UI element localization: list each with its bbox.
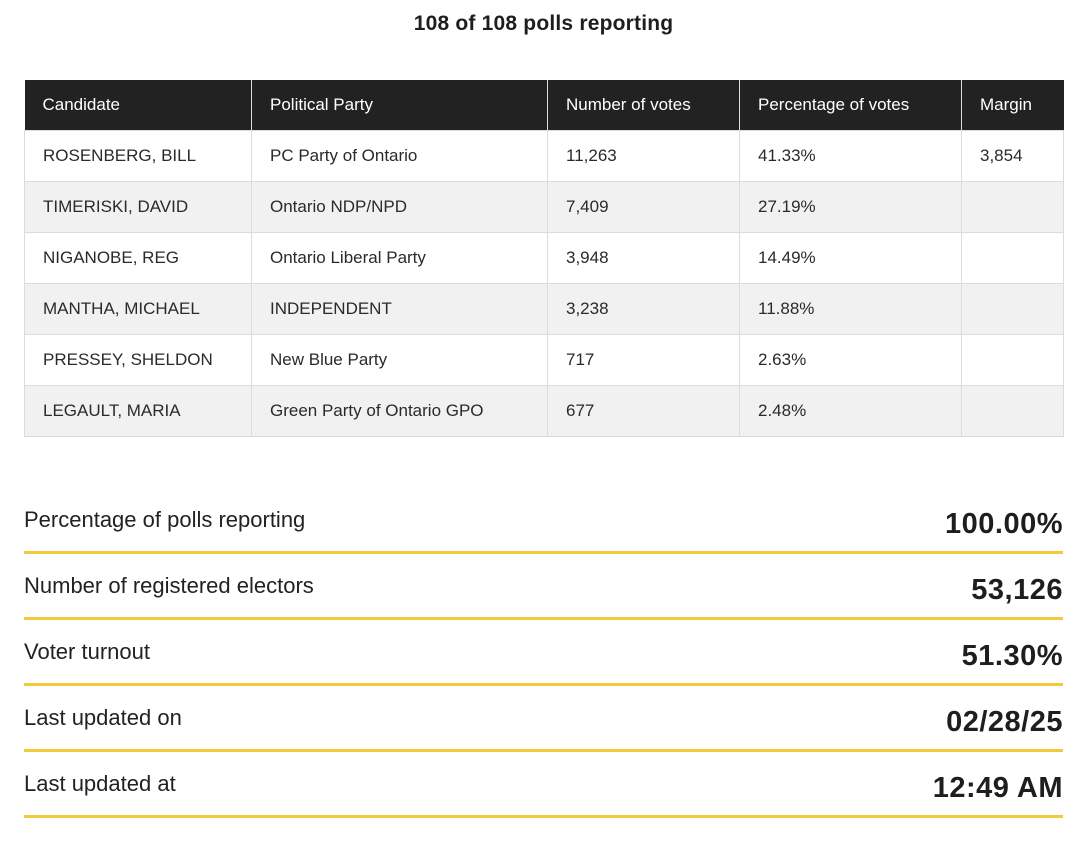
- stat-label: Voter turnout: [24, 639, 150, 664]
- vote-percentage: 2.63%: [739, 334, 962, 386]
- candidate-name: TIMERISKI, DAVID: [24, 181, 252, 233]
- vote-percentage: 41.33%: [739, 130, 962, 182]
- table-row: NIGANOBE, REG Ontario Liberal Party 3,94…: [24, 232, 1064, 284]
- stat-label: Last updated at: [24, 771, 176, 796]
- vote-percentage: 2.48%: [739, 385, 962, 437]
- party-name: PC Party of Ontario: [251, 130, 548, 182]
- column-header-candidate: Candidate: [24, 80, 252, 131]
- stat-label: Number of registered electors: [24, 573, 314, 598]
- stat-polls-reporting: Percentage of polls reporting 100.00%: [24, 488, 1063, 554]
- vote-margin: [961, 283, 1064, 335]
- vote-percentage: 11.88%: [739, 283, 962, 335]
- party-name: Ontario NDP/NPD: [251, 181, 548, 233]
- stat-value: 02/28/25: [946, 706, 1063, 738]
- results-table: Candidate Political Party Number of vote…: [24, 80, 1064, 437]
- stat-last-updated-on: Last updated on 02/28/25: [24, 686, 1063, 752]
- stat-label: Percentage of polls reporting: [24, 507, 306, 532]
- vote-count: 3,238: [547, 283, 740, 335]
- party-name: New Blue Party: [251, 334, 548, 386]
- party-name: Ontario Liberal Party: [251, 232, 548, 284]
- column-header-percentage: Percentage of votes: [739, 80, 962, 131]
- column-header-votes: Number of votes: [547, 80, 740, 131]
- table-row: MANTHA, MICHAEL INDEPENDENT 3,238 11.88%: [24, 283, 1064, 335]
- vote-margin: [961, 334, 1064, 386]
- stat-voter-turnout: Voter turnout 51.30%: [24, 620, 1063, 686]
- candidate-name: PRESSEY, SHELDON: [24, 334, 252, 386]
- stat-registered-electors: Number of registered electors 53,126: [24, 554, 1063, 620]
- candidate-name: NIGANOBE, REG: [24, 232, 252, 284]
- table-row: LEGAULT, MARIA Green Party of Ontario GP…: [24, 385, 1064, 437]
- vote-count: 677: [547, 385, 740, 437]
- vote-count: 7,409: [547, 181, 740, 233]
- vote-margin: [961, 181, 1064, 233]
- stat-value: 100.00%: [945, 508, 1063, 540]
- polls-reporting-heading: 108 of 108 polls reporting: [413, 12, 674, 35]
- table-row: PRESSEY, SHELDON New Blue Party 717 2.63…: [24, 334, 1064, 386]
- vote-count: 11,263: [547, 130, 740, 182]
- party-name: INDEPENDENT: [251, 283, 548, 335]
- summary-stats: Percentage of polls reporting 100.00% Nu…: [24, 488, 1063, 818]
- column-header-margin: Margin: [961, 80, 1064, 131]
- candidate-name: MANTHA, MICHAEL: [24, 283, 252, 335]
- vote-count: 717: [547, 334, 740, 386]
- candidate-name: ROSENBERG, BILL: [24, 130, 252, 182]
- vote-margin: [961, 232, 1064, 284]
- stat-last-updated-at: Last updated at 12:49 AM: [24, 752, 1063, 818]
- stat-value: 53,126: [971, 574, 1063, 606]
- table-header-row: Candidate Political Party Number of vote…: [24, 80, 1064, 131]
- stat-value: 12:49 AM: [932, 772, 1063, 804]
- vote-percentage: 14.49%: [739, 232, 962, 284]
- stat-label: Last updated on: [24, 705, 182, 730]
- vote-margin: 3,854: [961, 130, 1064, 182]
- party-name: Green Party of Ontario GPO: [251, 385, 548, 437]
- stat-value: 51.30%: [961, 640, 1063, 672]
- column-header-party: Political Party: [251, 80, 548, 131]
- vote-margin: [961, 385, 1064, 437]
- vote-count: 3,948: [547, 232, 740, 284]
- vote-percentage: 27.19%: [739, 181, 962, 233]
- table-row: ROSENBERG, BILL PC Party of Ontario 11,2…: [24, 130, 1064, 182]
- table-row: TIMERISKI, DAVID Ontario NDP/NPD 7,409 2…: [24, 181, 1064, 233]
- candidate-name: LEGAULT, MARIA: [24, 385, 252, 437]
